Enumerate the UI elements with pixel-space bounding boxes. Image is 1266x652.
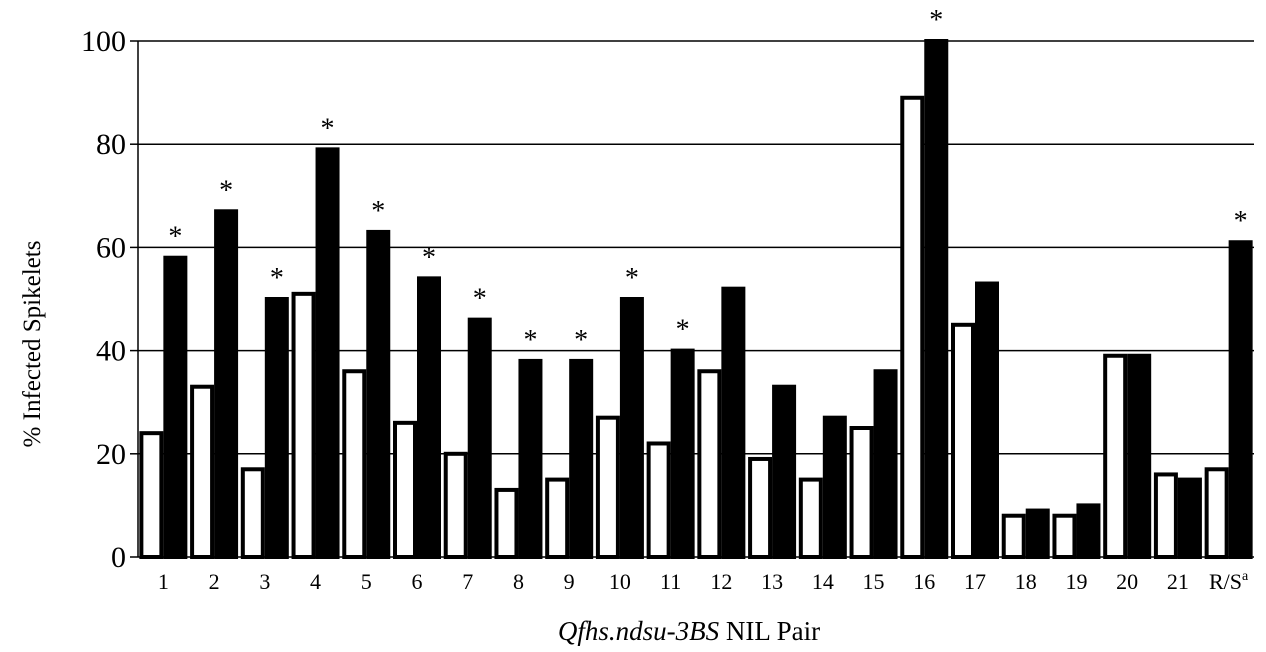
- bar-open: [748, 456, 773, 559]
- significance-star: *: [1234, 206, 1248, 237]
- bar-open: [494, 487, 519, 560]
- x-tick-label: 7: [462, 569, 473, 594]
- x-tick-label: 4: [310, 569, 321, 594]
- x-tick-label: 5: [361, 569, 372, 594]
- bar-open: [139, 431, 164, 559]
- significance-markers: * * * * * * * * * * * * *: [168, 5, 1247, 356]
- bar-open: [798, 477, 823, 560]
- x-tick-superscript: a: [1242, 569, 1249, 584]
- y-axis-label: % Infected Spikelets: [19, 241, 46, 448]
- bar-filled: [518, 358, 543, 560]
- x-tick-label: 12: [710, 569, 732, 594]
- x-tick-label: 21: [1167, 569, 1189, 594]
- bar-open: [900, 95, 925, 559]
- bar-filled: [214, 209, 239, 559]
- bar-filled: [1127, 353, 1152, 560]
- bar-open: [849, 426, 874, 559]
- x-tick-label: 16: [913, 569, 935, 594]
- x-tick-label: 11: [660, 569, 681, 594]
- bar-filled: [1025, 508, 1050, 559]
- bar-filled: [670, 348, 695, 559]
- bar-filled: [163, 255, 188, 559]
- x-tick-label: 6: [412, 569, 423, 594]
- x-tick-label: 3: [259, 569, 270, 594]
- bar-filled: [1228, 240, 1253, 560]
- bar-filled: [264, 297, 289, 559]
- y-tick-label: 40: [96, 335, 126, 368]
- bar-open: [1103, 353, 1128, 560]
- significance-star: *: [270, 263, 284, 294]
- bar-filled: [924, 39, 949, 559]
- x-tick-label: R/Sa: [1209, 569, 1249, 594]
- significance-star: *: [422, 242, 436, 273]
- bar-open: [342, 369, 367, 559]
- significance-star: *: [523, 325, 537, 356]
- x-axis-label-rest: NIL Pair: [719, 616, 820, 646]
- x-tick-label: 10: [609, 569, 631, 594]
- bar-open: [443, 451, 468, 559]
- bar-open: [1153, 472, 1178, 559]
- bar-open: [190, 384, 215, 559]
- x-tick-label: 15: [863, 569, 885, 594]
- y-tick-label: 100: [81, 25, 126, 58]
- x-tick-label: 9: [564, 569, 575, 594]
- bars: [139, 39, 1253, 560]
- bar-open: [951, 322, 975, 559]
- bar-open: [595, 415, 620, 559]
- y-tick-label: 80: [96, 128, 126, 161]
- bar-filled: [873, 369, 898, 559]
- x-tick-label: 8: [513, 569, 524, 594]
- bar-filled: [772, 384, 797, 559]
- x-tick-label: 2: [209, 569, 220, 594]
- x-tick-label: 19: [1065, 569, 1087, 594]
- x-axis-label-italic: Qfhs.ndsu-3BS: [558, 616, 720, 646]
- bar-filled: [366, 229, 391, 559]
- bar-open: [393, 420, 417, 559]
- bar-filled: [975, 281, 999, 559]
- significance-star: *: [371, 196, 385, 227]
- x-tick-label: 20: [1116, 569, 1138, 594]
- significance-star: *: [321, 113, 335, 144]
- significance-star: *: [625, 263, 639, 294]
- bar-filled: [721, 286, 746, 559]
- y-tick-label: 60: [96, 231, 126, 264]
- bar-open: [1052, 513, 1077, 559]
- x-tick-label: 1: [158, 569, 169, 594]
- bar-filled: [619, 297, 644, 559]
- bar-filled: [315, 147, 340, 560]
- axes: [130, 40, 1254, 558]
- significance-star: *: [473, 284, 487, 315]
- x-axis-label: Qfhs.ndsu-3BS NIL Pair: [558, 616, 820, 646]
- bar-filled: [1177, 477, 1202, 560]
- significance-star: *: [929, 5, 943, 36]
- bar-filled: [417, 276, 441, 559]
- bar-open: [291, 291, 316, 559]
- bar-open: [545, 477, 570, 560]
- significance-star: *: [168, 222, 182, 253]
- y-tick-label: 20: [96, 438, 126, 471]
- bar-open: [240, 467, 265, 559]
- significance-star: *: [676, 315, 690, 346]
- bar-open: [646, 441, 671, 560]
- bar-filled: [467, 317, 492, 560]
- y-tick-label: 0: [111, 541, 126, 574]
- bar-filled: [1076, 503, 1101, 559]
- significance-star: *: [574, 325, 588, 356]
- x-tick-label: 14: [812, 569, 834, 594]
- bar-open: [1204, 467, 1229, 559]
- significance-star: *: [219, 175, 233, 206]
- bar-filled: [569, 358, 594, 560]
- bar-open: [1001, 513, 1026, 559]
- bar-open: [697, 369, 722, 559]
- x-tick-label: 13: [761, 569, 783, 594]
- x-tick-label: 18: [1015, 569, 1037, 594]
- bar-filled: [822, 415, 847, 559]
- x-tick-label: 17: [964, 569, 986, 594]
